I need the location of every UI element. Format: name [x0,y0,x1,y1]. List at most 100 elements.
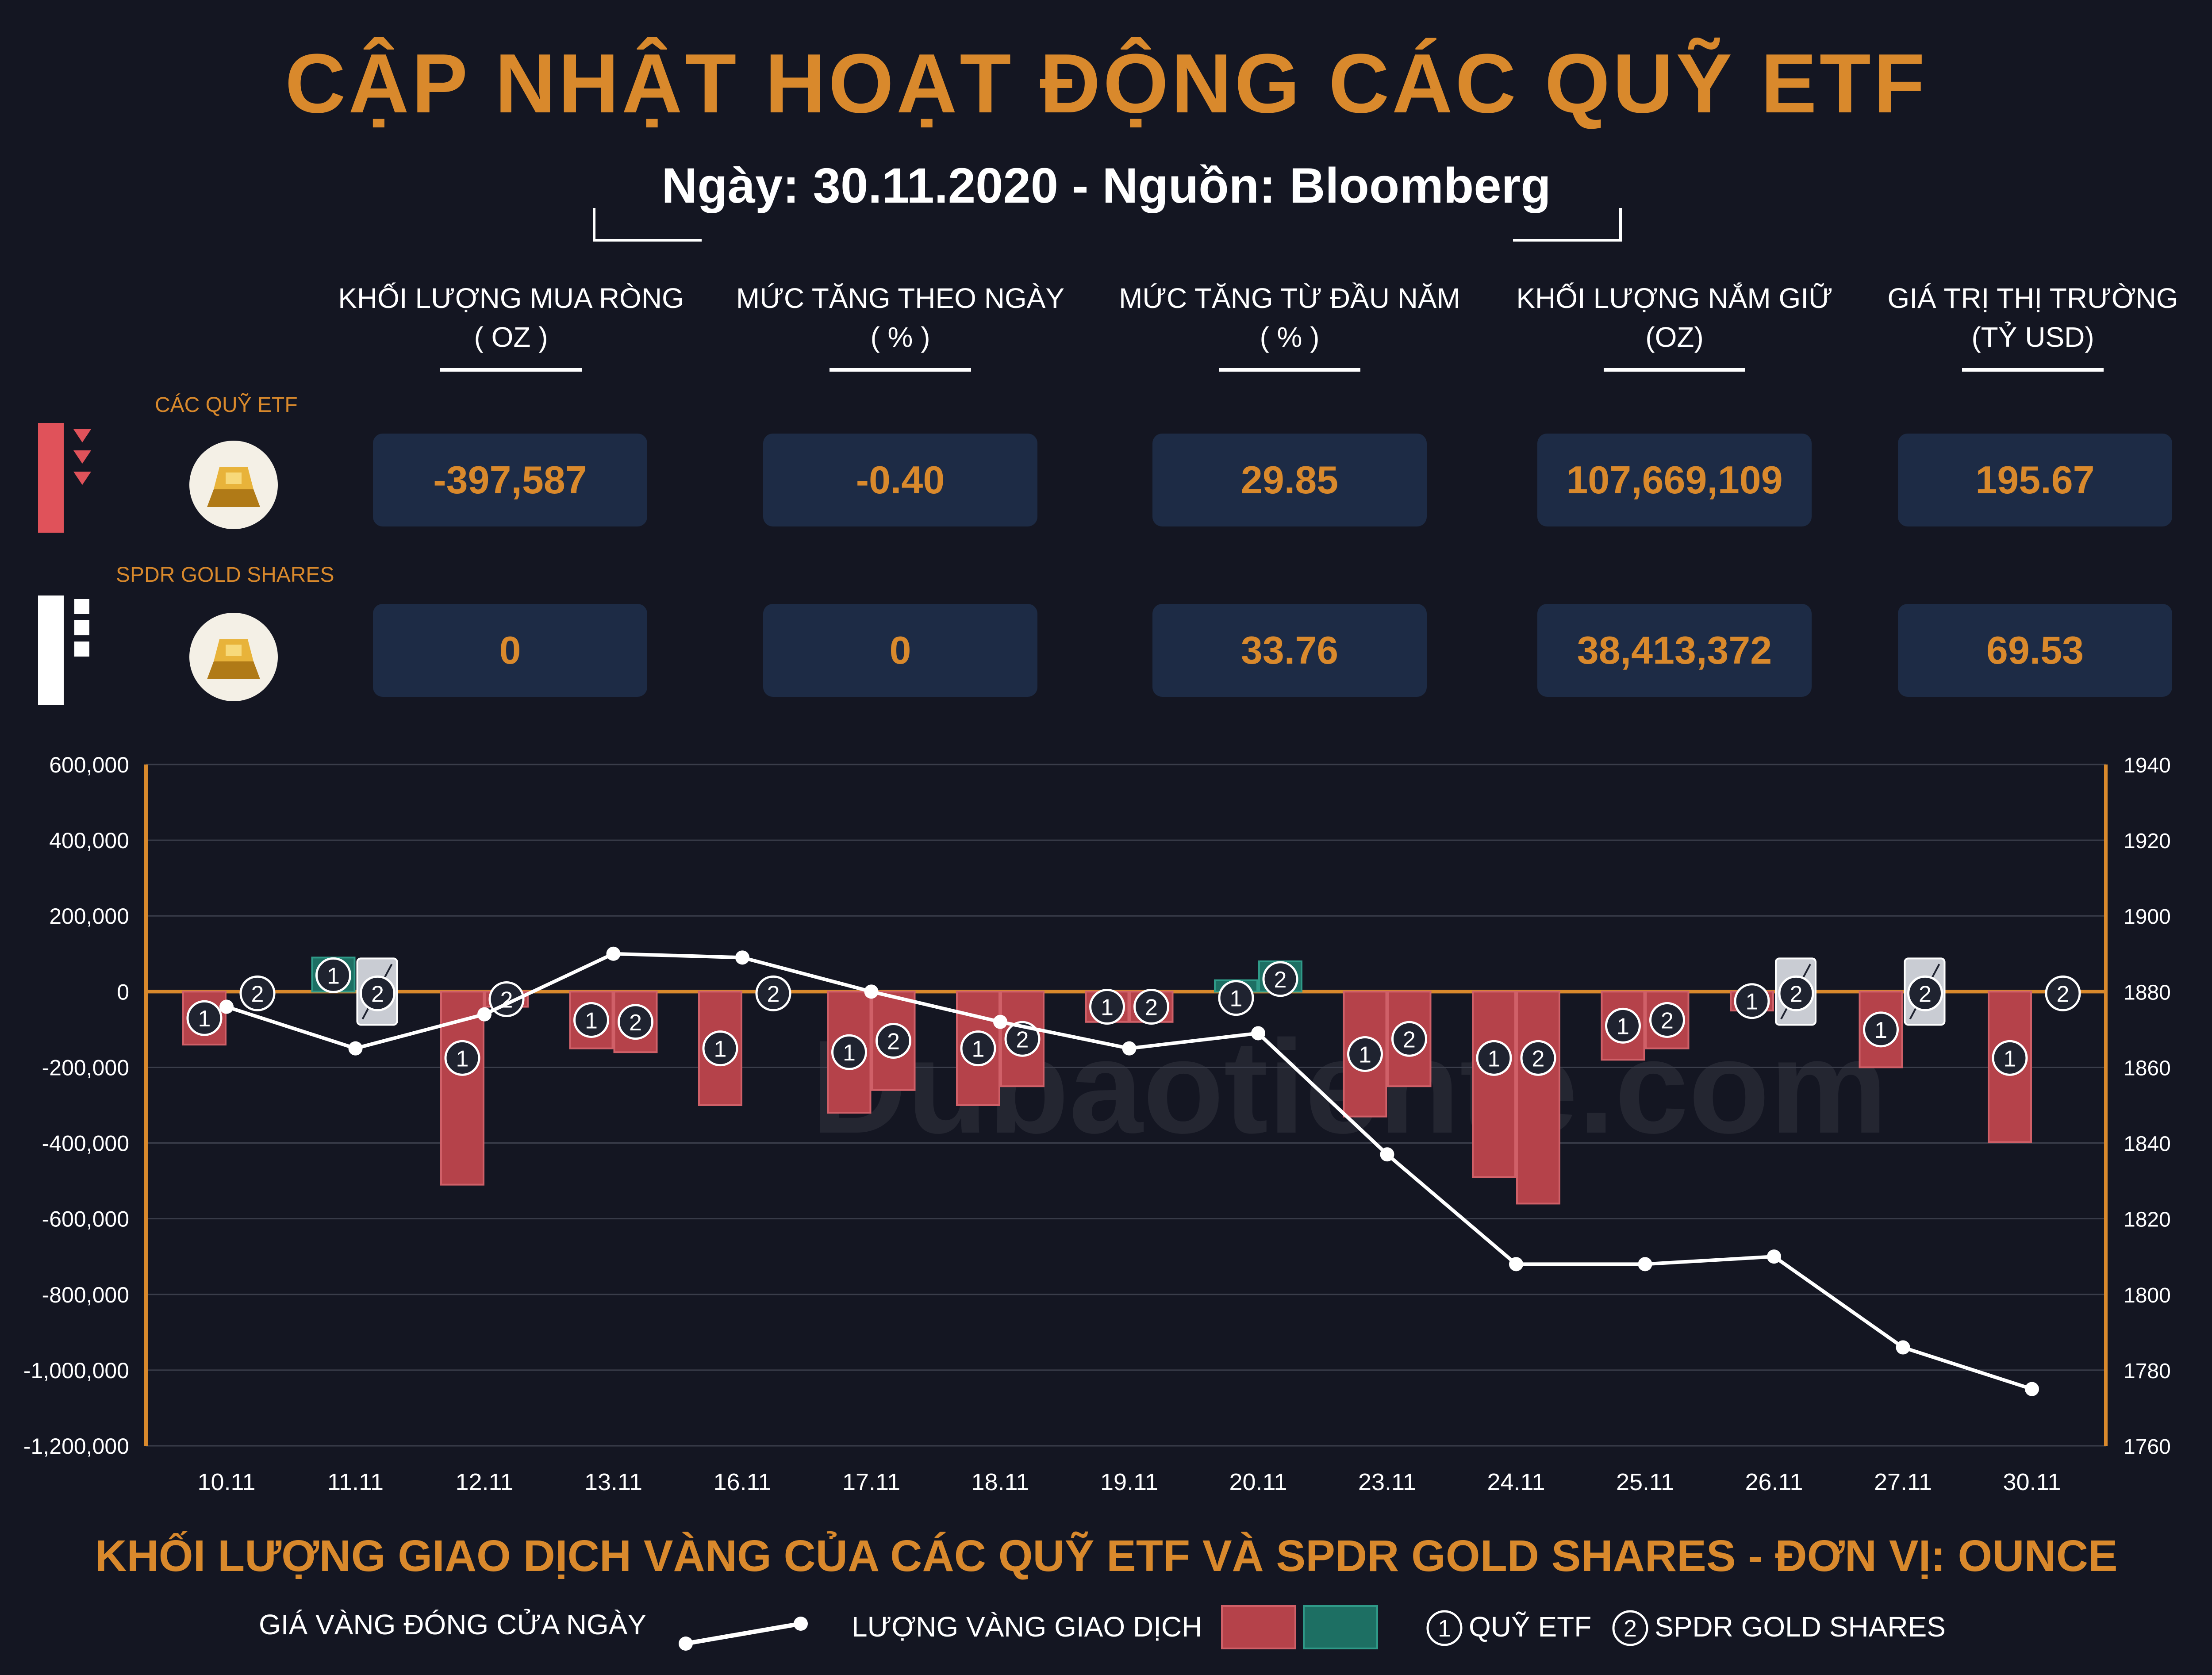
y-left-tick-label: -200,000 [42,1055,129,1080]
bar-spdr-marker-number: 2 [1919,981,1932,1007]
column-header-unit: ( % ) [1260,321,1320,353]
legend-swatch-positive [1303,1605,1378,1649]
bar-etf-marker-circle [960,1030,996,1067]
bar-spdr-marker-circle [360,975,396,1011]
bar-spdr-marker-number: 2 [1790,981,1803,1007]
etf-holdings-value: 107,669,109 [1537,434,1812,526]
bar-spdr-marker-circle [239,975,276,1011]
x-tick-label: 23.11 [1358,1469,1416,1495]
price-point [864,984,879,999]
bar-etf-marker-number: 1 [1101,995,1114,1021]
bar-spdr-marker-number: 2 [1016,1027,1029,1053]
column-header-unit: ( OZ ) [474,321,548,353]
y-right-tick-label: 1940 [2124,754,2171,777]
price-point [1638,1257,1652,1272]
column-header-holdings: KHỐI LƯỢNG NẮM GIỮ (OZ) [1475,279,1874,357]
bar-etf-marker-circle [1734,983,1770,1019]
spdr-ytd-change-value: 33.76 [1152,604,1427,697]
bar-etf-marker-number: 1 [972,1037,985,1062]
price-point [219,999,234,1014]
x-tick-label: 11.11 [327,1469,384,1495]
bar-etf-marker-circle [1218,980,1254,1016]
spdr-market-value: 69.53 [1898,604,2172,697]
bar-spdr-marker-circle [876,1023,911,1059]
bar-etf-marker-circle [315,957,351,993]
bar-spdr-marker-circle [1391,1021,1427,1057]
column-header-market-value: GIÁ TRỊ THỊ TRƯỜNG (TỶ USD) [1834,279,2212,357]
column-header-label: KHỐI LƯỢNG MUA RÒNG [338,282,684,314]
x-tick-label: 16.11 [713,1469,771,1495]
column-header-underline [1219,368,1360,372]
chart: Dubaotiente.com 600,0001940400,000192020… [23,753,2171,1495]
x-tick-label: 20.11 [1229,1469,1287,1495]
column-header-unit: (OZ) [1645,321,1704,353]
y-left-tick-label: -1,200,000 [23,1434,129,1459]
bar-spdr-marker-number: 2 [251,981,264,1007]
y-left-tick-label: 200,000 [49,904,129,929]
bar-etf-marker-circle [1605,1007,1641,1044]
y-right-tick-label: 1900 [2124,905,2171,929]
bar-etf-marker-circle [444,1040,480,1076]
legend-line-icon [679,1617,808,1651]
y-right-tick-label: 1800 [2124,1284,2171,1307]
column-header-unit: ( % ) [870,321,930,353]
etf-ytd-change-value: 29.85 [1152,434,1427,526]
y-right-tick-label: 1780 [2124,1360,2171,1383]
column-header-label: MỨC TĂNG THEO NGÀY [736,282,1065,314]
bar-etf-marker-number: 1 [1746,989,1759,1015]
bar-spdr-marker-number: 2 [1145,995,1158,1021]
bar-spdr-marker-number: 2 [767,981,780,1007]
x-tick-label: 19.11 [1100,1469,1158,1495]
bar-etf [1472,991,1516,1178]
x-tick-label: 24.11 [1487,1469,1545,1495]
bar-spdr-marker-number: 2 [2057,981,2070,1007]
bar-spdr-marker-circle [1907,975,1943,1011]
etf-logo-icon [38,423,91,533]
y-left-tick-label: -600,000 [42,1207,129,1232]
bar-spdr-marker-number: 2 [1661,1008,1674,1034]
x-tick-label: 18.11 [971,1469,1029,1495]
bar-spdr-marker-circle [1649,1002,1685,1038]
price-point [993,1014,1007,1029]
bar-etf-marker-number: 1 [1874,1018,1887,1043]
x-tick-label: 26.11 [1745,1469,1803,1495]
y-right-tick-label: 1880 [2124,981,2171,1004]
column-header-label: KHỐI LƯỢNG NẮM GIỮ [1516,282,1833,314]
bar-spdr-marker-circle [618,1004,653,1040]
spdr-holdings-value: 38,413,372 [1537,604,1812,697]
bar-spdr [1516,991,1560,1205]
bar-spdr-marker-circle [1520,1040,1556,1076]
bar-etf-marker-number: 1 [1617,1014,1629,1039]
x-tick-label: 30.11 [2003,1469,2061,1495]
page-title: CẬP NHẬT HOẠT ĐỘNG CÁC QUỸ ETF [285,37,1928,131]
bar-etf-marker-number: 1 [1488,1046,1501,1072]
column-header-net-volume: KHỐI LƯỢNG MUA RÒNG ( OZ ) [312,279,710,357]
bar-etf-marker-circle [1863,1011,1899,1048]
bar-spdr-marker-number: 2 [371,981,384,1007]
etf-market-value: 195.67 [1898,434,2172,526]
x-tick-label: 13.11 [584,1469,642,1495]
y-left-tick-label: -800,000 [42,1283,129,1307]
bar-etf-marker-number: 1 [456,1046,469,1072]
x-tick-label: 12.11 [455,1469,513,1495]
bar-etf-marker-circle [1347,1036,1383,1072]
column-header-unit: (TỶ USD) [1971,321,2094,353]
legend-marker-spdr-icon: 2 [1612,1610,1648,1646]
legend-swatch-negative [1221,1605,1296,1649]
y-left-tick-label: 600,000 [49,753,129,777]
price-point [606,946,621,961]
legend-label-volume: LƯỢNG VÀNG GIAO DỊCH [852,1611,1202,1643]
subtitle-bracket-right [1513,208,1622,242]
bar-spdr-marker-circle [1004,1021,1041,1057]
legend-label-etf: QUỸ ETF [1469,1611,1592,1643]
bar-etf-marker-circle [702,1030,738,1067]
legend-marker-etf-number: 1 [1438,1615,1451,1642]
y-left-tick-label: -1,000,000 [23,1358,129,1383]
row-label-spdr: SPDR GOLD SHARES [116,563,334,587]
bar-etf-marker-number: 1 [198,1006,211,1032]
y-right-tick-label: 1920 [2124,830,2171,853]
etf-net-volume-value: -397,587 [373,434,647,526]
spdr-daily-change-value: 0 [763,604,1037,697]
bar-spdr-marker-number: 2 [629,1010,642,1036]
bar-etf-marker-circle [1992,1040,2028,1076]
